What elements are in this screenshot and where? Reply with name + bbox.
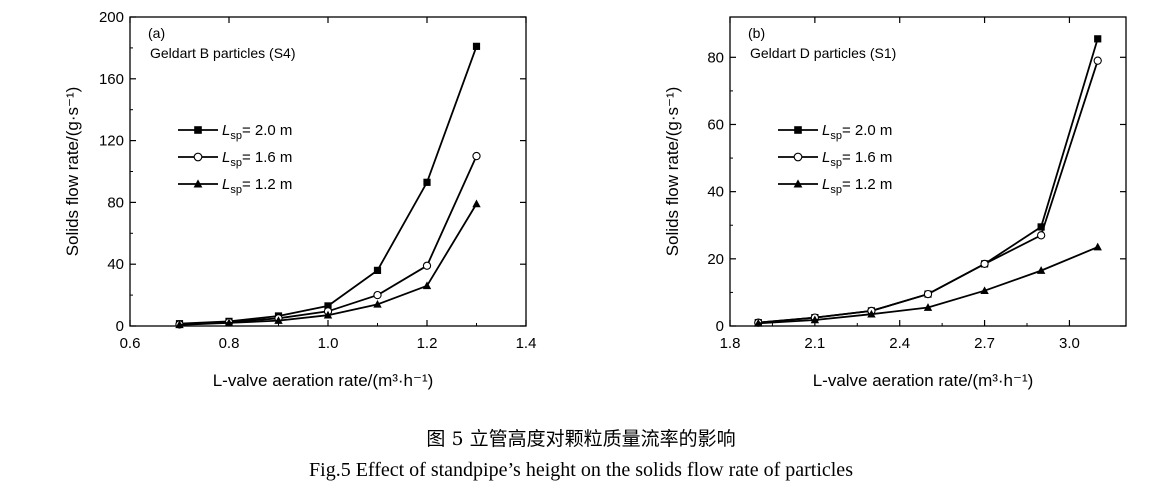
x-tick-label: 0.6 [120,335,141,352]
series-2 [754,242,1102,327]
series-2-point [923,303,933,311]
plot-frame [729,16,1127,327]
series-2-point [810,315,820,324]
legend-entry-2: Lsp= 1.2 m [178,176,292,196]
y-tick-label: 0 [116,318,124,335]
figure-caption-english: Fig.5 Effect of standpipe’s height on th… [309,459,853,481]
y-tick-label: 160 [99,71,124,88]
panel-subtitle: Geldart D particles (S1) [750,45,896,61]
series-0-point [423,178,431,186]
legend-label: Lsp= 1.6 m [822,149,892,169]
series-0 [754,35,1102,327]
legend-marker [193,152,203,162]
series-1-line [758,60,1099,324]
y-tick-label: 200 [99,9,124,26]
series-2-point [175,320,184,329]
y-tick-label: 60 [707,116,724,133]
y-tick-label: 40 [107,256,124,273]
legend-entry-0: Lsp= 2.0 m [778,122,892,142]
y-axis-label: Solids flow rate/(g·s⁻¹) [663,87,682,257]
series-2-point [224,318,234,327]
y-tick-label: 80 [107,194,124,211]
series-2-point [867,309,876,318]
series-0-point [472,42,481,50]
y-axis-label: Solids flow rate/(g·s⁻¹) [63,87,82,257]
y-tick-label: 0 [716,318,724,335]
series-1 [754,56,1102,327]
series-1-point [923,289,933,299]
legend-entry-2: Lsp= 1.2 m [778,176,892,196]
x-tick-label: 1.4 [516,335,537,352]
panel-subtitle: Geldart B particles (S4) [150,45,296,61]
figure-caption-chinese: 图 5 立管高度对颗粒质量流率的影响 [426,428,736,450]
series-2-line [758,246,1099,325]
y-tick-label: 120 [99,133,124,150]
x-tick-label: 0.8 [219,335,240,352]
y-tick-label: 80 [707,49,724,66]
series-1-point [1036,231,1046,240]
legend-marker [193,179,203,188]
series-1-point [373,290,382,300]
series-0-line [758,38,1099,324]
y-tick-label: 40 [707,184,724,201]
legend-entry-1: Lsp= 1.6 m [178,149,292,169]
panel-label: (a) [148,25,165,41]
y-tick-label: 20 [707,251,724,268]
x-tick-label: 2.1 [804,335,825,352]
series-2-point [274,316,283,324]
x-tick-label: 1.0 [318,335,339,352]
legend-label: Lsp= 1.6 m [222,149,292,169]
legend-entry-1: Lsp= 1.6 m [778,149,892,169]
chart-panel-a: 0.6 0.8 1.0 1.2 1.4 0 40 80 120 160 200 (a) Geldart … [63,9,537,390]
x-tick-label: 2.7 [974,335,995,352]
x-tick-label: 1.8 [720,335,741,352]
series-1-point [980,259,989,269]
series-0-point [1094,35,1102,43]
series-2-point [323,310,333,319]
series-1-point [1093,56,1102,65]
series-2-point [1036,266,1046,274]
series-2-point [980,286,989,295]
legend-label: Lsp= 1.2 m [222,176,292,196]
x-axis-label: L-valve aeration rate/(m³·h⁻¹) [213,371,434,390]
x-axis-label: L-valve aeration rate/(m³·h⁻¹) [813,371,1034,390]
legend-marker [793,179,803,188]
legend-marker [194,126,202,134]
chart-panel-b: 1.8 2.1 2.4 2.7 3.0 0 20 40 60 80 (b) Geldart D par… [663,16,1127,390]
legend-label: Lsp= 2.0 m [222,122,292,142]
series-1-point [422,261,432,270]
series-2-point [472,199,481,208]
series-2-point [754,318,763,327]
series-2-point [422,281,432,290]
legend-marker [794,126,802,134]
series-1-point [472,151,481,161]
legend-marker [793,152,803,162]
legend-label: Lsp= 1.2 m [822,176,892,196]
x-tick-label: 2.4 [889,335,910,352]
series-2 [175,199,481,329]
x-tick-label: 3.0 [1059,335,1080,352]
series-2-point [373,299,382,308]
plot-frame [129,16,527,327]
series-0-point [1037,223,1045,231]
legend-entry-0: Lsp= 2.0 m [178,122,292,142]
series-2-point [1093,242,1102,251]
x-tick-label: 1.2 [417,335,438,352]
legend-label: Lsp= 2.0 m [822,122,892,142]
series-0-point [324,302,332,310]
series-0-point [373,266,382,274]
panel-label: (b) [748,25,765,41]
